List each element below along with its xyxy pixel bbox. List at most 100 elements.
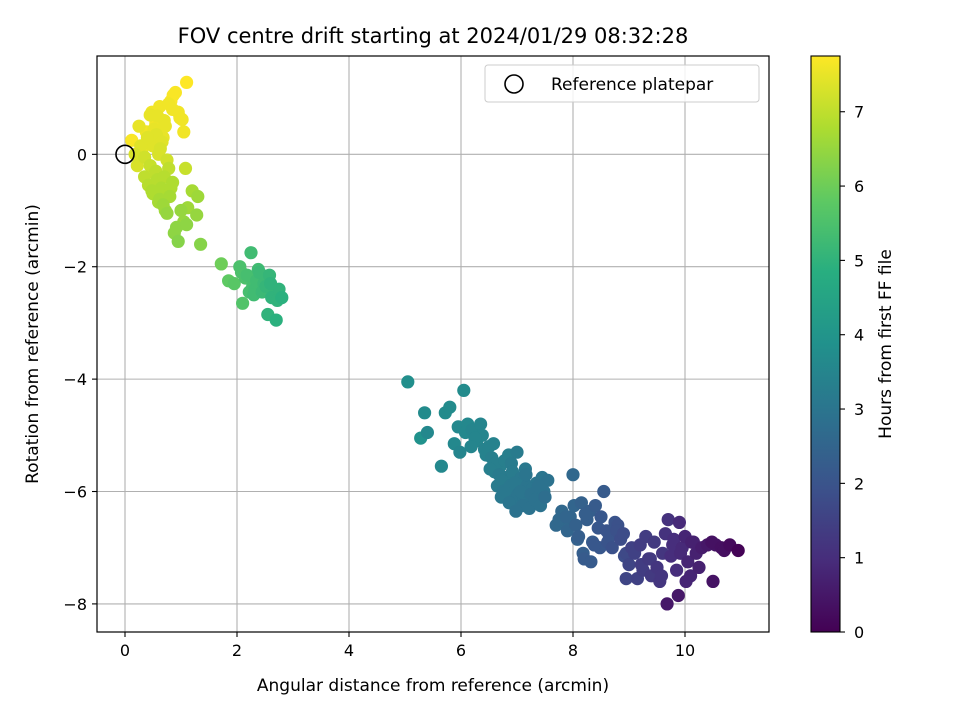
data-point bbox=[681, 555, 695, 569]
data-point bbox=[705, 535, 719, 549]
data-point bbox=[269, 313, 283, 327]
data-point bbox=[584, 555, 598, 569]
plot-area: 0 2 4 6 8 10 −8 −6 −4 −2 0 bbox=[63, 55, 770, 660]
data-point bbox=[654, 569, 669, 583]
data-point bbox=[236, 296, 250, 310]
x-tick-label: 6 bbox=[456, 641, 466, 660]
data-point bbox=[227, 277, 241, 291]
data-point bbox=[434, 459, 448, 473]
data-point bbox=[190, 208, 204, 222]
x-tick-label: 0 bbox=[120, 641, 130, 660]
data-point bbox=[574, 496, 589, 510]
data-point bbox=[509, 504, 523, 518]
data-point bbox=[175, 112, 189, 127]
data-point bbox=[513, 484, 528, 499]
data-point bbox=[660, 597, 674, 611]
plot-background bbox=[97, 56, 769, 632]
data-point bbox=[140, 130, 154, 145]
colorbar-tick-label: 7 bbox=[854, 103, 864, 122]
legend: Reference platepar bbox=[484, 64, 760, 103]
legend-box bbox=[484, 64, 760, 103]
data-point bbox=[531, 479, 545, 493]
data-point bbox=[145, 184, 159, 198]
colorbar-ticks: 0 1 2 3 4 5 6 7 bbox=[840, 103, 864, 642]
data-point bbox=[572, 529, 586, 544]
data-point bbox=[594, 510, 608, 524]
data-point bbox=[474, 417, 488, 431]
data-point bbox=[538, 490, 552, 504]
x-tick-label: 4 bbox=[344, 641, 354, 660]
data-point bbox=[178, 161, 193, 175]
colorbar-tick-label: 2 bbox=[854, 474, 864, 493]
x-axis-ticks: 0 2 4 6 8 10 bbox=[120, 632, 695, 660]
x-tick-label: 2 bbox=[232, 641, 242, 660]
data-point bbox=[240, 268, 254, 282]
data-point bbox=[180, 75, 194, 89]
data-point bbox=[177, 125, 191, 139]
data-point bbox=[160, 206, 174, 220]
data-point bbox=[672, 515, 687, 530]
colorbar-tick-label: 5 bbox=[854, 251, 864, 270]
data-point bbox=[566, 468, 580, 482]
data-point bbox=[578, 507, 592, 521]
data-point bbox=[588, 499, 603, 513]
x-tick-label: 8 bbox=[568, 641, 578, 660]
data-point bbox=[605, 541, 619, 555]
data-point bbox=[191, 189, 205, 204]
data-point bbox=[194, 237, 208, 251]
x-axis-label: Angular distance from reference (arcmin) bbox=[257, 676, 609, 696]
data-point bbox=[418, 406, 432, 420]
data-point bbox=[731, 543, 745, 558]
data-point bbox=[706, 574, 720, 589]
data-point bbox=[559, 510, 573, 524]
data-point bbox=[670, 563, 684, 577]
colorbar: 0 1 2 3 4 5 6 7 Hours from first FF file bbox=[810, 55, 896, 642]
y-tick-label: −8 bbox=[63, 595, 87, 614]
legend-open-circle-icon bbox=[504, 74, 524, 94]
data-point bbox=[619, 572, 633, 586]
data-point bbox=[401, 375, 415, 389]
colorbar-label: Hours from first FF file bbox=[876, 249, 896, 439]
data-point bbox=[171, 234, 185, 248]
y-axis-ticks: −8 −6 −4 −2 0 bbox=[63, 145, 97, 614]
data-point bbox=[671, 588, 685, 603]
colorbar-tick-label: 3 bbox=[854, 400, 864, 419]
data-point bbox=[692, 560, 706, 575]
data-point bbox=[587, 538, 601, 552]
colorbar-tick-label: 6 bbox=[854, 177, 864, 196]
data-point bbox=[150, 109, 165, 123]
data-point bbox=[244, 246, 258, 260]
data-point bbox=[252, 265, 266, 279]
data-point bbox=[685, 535, 699, 549]
y-tick-label: 0 bbox=[77, 145, 87, 164]
data-point bbox=[453, 445, 467, 459]
data-point bbox=[510, 445, 524, 459]
data-point bbox=[647, 535, 661, 549]
data-point bbox=[457, 383, 471, 397]
reference-platepar-marker bbox=[115, 144, 135, 165]
legend-label: Reference platepar bbox=[551, 75, 713, 95]
colorbar-tick-label: 1 bbox=[854, 549, 864, 568]
data-point bbox=[132, 119, 146, 133]
data-point bbox=[174, 203, 188, 218]
data-point bbox=[443, 400, 457, 414]
data-point bbox=[420, 425, 434, 440]
chart-title: FOV centre drift starting at 2024/01/29 … bbox=[178, 24, 689, 48]
y-tick-label: −4 bbox=[63, 370, 87, 389]
data-point bbox=[597, 484, 611, 499]
data-point bbox=[158, 119, 172, 133]
data-point bbox=[169, 220, 184, 234]
data-point bbox=[569, 518, 583, 532]
data-point bbox=[486, 437, 501, 451]
colorbar-gradient bbox=[810, 55, 841, 633]
y-axis-label: Rotation from reference (arcmin) bbox=[23, 204, 43, 484]
data-point bbox=[622, 558, 636, 572]
data-point bbox=[166, 102, 180, 116]
colorbar-tick-label: 4 bbox=[854, 326, 864, 345]
data-point bbox=[214, 257, 228, 271]
data-point bbox=[661, 513, 675, 527]
plot-frame bbox=[96, 55, 770, 633]
colorbar-tick-label: 0 bbox=[854, 623, 864, 642]
data-point bbox=[275, 291, 289, 305]
